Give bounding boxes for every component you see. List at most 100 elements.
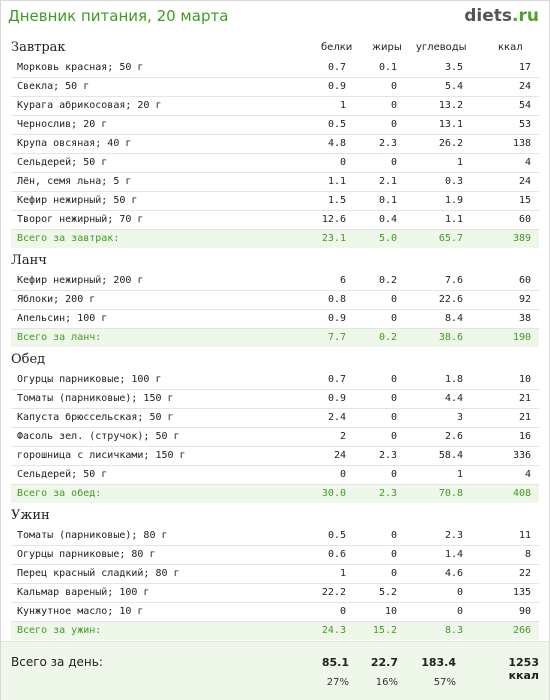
food-row[interactable]: Огурцы парниковые; 80 г 0.6 0 1.4 8 bbox=[11, 546, 539, 565]
fat-value: 0 bbox=[390, 294, 397, 305]
fat-value: 0.2 bbox=[378, 275, 397, 286]
protein-value: 0.8 bbox=[327, 294, 346, 305]
day-total-carbs: 183.4 bbox=[421, 656, 456, 669]
total-kcal: 190 bbox=[512, 332, 531, 343]
food-row[interactable]: Капуста брюссельская; 50 г 2.4 0 3 21 bbox=[11, 409, 539, 428]
fat-value: 0.4 bbox=[378, 214, 397, 225]
kcal-value: 16 bbox=[518, 431, 531, 442]
carbs-value: 0 bbox=[456, 606, 463, 617]
site-logo[interactable]: diets.ru bbox=[464, 6, 539, 26]
protein-value: 0.9 bbox=[327, 393, 346, 404]
food-row[interactable]: Чернослив; 20 г 0.5 0 13.1 53 bbox=[11, 116, 539, 135]
food-row[interactable]: Морковь красная; 50 г 0.7 0.1 3.5 17 bbox=[11, 59, 539, 78]
food-name: Курага абрикосовая; 20 г bbox=[17, 100, 162, 111]
food-row[interactable]: Кефир нежирный; 50 г 1.5 0.1 1.9 15 bbox=[11, 192, 539, 211]
food-name: Свекла; 50 г bbox=[17, 81, 90, 92]
column-header-kcal: ккал bbox=[498, 42, 523, 53]
section-total-label: Всего за обед: bbox=[17, 488, 102, 499]
protein-value: 0 bbox=[339, 157, 346, 168]
section-header: Обед bbox=[1, 347, 549, 371]
carbs-value: 1.4 bbox=[444, 549, 463, 560]
carbs-value: 22.6 bbox=[438, 294, 463, 305]
section-title: Обед bbox=[11, 352, 46, 367]
food-row[interactable]: Томаты (парниковые); 80 г 0.5 0 2.3 11 bbox=[11, 527, 539, 546]
food-row[interactable]: Лён, семя льна; 5 г 1.1 2.1 0.3 24 bbox=[11, 173, 539, 192]
carbs-value: 1.9 bbox=[444, 195, 463, 206]
fat-value: 0 bbox=[390, 313, 397, 324]
carbs-value: 2.3 bbox=[444, 530, 463, 541]
carbs-value: 5.4 bbox=[444, 81, 463, 92]
total-carbs: 8.3 bbox=[444, 625, 463, 636]
carbs-value: 4.4 bbox=[444, 393, 463, 404]
food-name: Томаты (парниковые); 150 г bbox=[17, 393, 174, 404]
fat-value: 10 bbox=[384, 606, 397, 617]
day-total: Всего за день: 85.1 22.7 183.4 1253 ккал… bbox=[1, 641, 549, 700]
carbs-value: 13.2 bbox=[438, 100, 463, 111]
food-row[interactable]: Томаты (парниковые); 150 г 0.9 0 4.4 21 bbox=[11, 390, 539, 409]
fat-value: 0 bbox=[390, 431, 397, 442]
kcal-value: 17 bbox=[518, 62, 531, 73]
food-row[interactable]: Сельдерей; 50 г 0 0 1 4 bbox=[11, 154, 539, 173]
day-total-protein: 85.1 bbox=[321, 656, 349, 669]
kcal-value: 92 bbox=[518, 294, 531, 305]
food-row[interactable]: Яблоки; 200 г 0.8 0 22.6 92 bbox=[11, 291, 539, 310]
food-row[interactable]: Свекла; 50 г 0.9 0 5.4 24 bbox=[11, 78, 539, 97]
food-row[interactable]: Сельдерей; 50 г 0 0 1 4 bbox=[11, 466, 539, 485]
total-kcal: 408 bbox=[512, 488, 531, 499]
meal-sections: Завтрак белки жиры углеводы ккал Морковь крас… bbox=[1, 35, 549, 640]
food-name: Яблоки; 200 г bbox=[17, 294, 96, 305]
protein-value: 0 bbox=[339, 606, 346, 617]
logo-main: diets bbox=[464, 6, 513, 26]
food-name: Крупа овсяная; 40 г bbox=[17, 138, 132, 149]
food-name: горошница с лисичками; 150 г bbox=[17, 450, 186, 461]
page-title: Дневник питания, 20 марта bbox=[8, 7, 229, 25]
section-header: Ланч bbox=[1, 248, 549, 272]
total-kcal: 389 bbox=[512, 233, 531, 244]
fat-value: 0 bbox=[390, 81, 397, 92]
carbs-value: 3 bbox=[456, 412, 463, 423]
food-name: Чернослив; 20 г bbox=[17, 119, 108, 130]
kcal-value: 54 bbox=[518, 100, 531, 111]
food-row[interactable]: Фасоль зел. (стручок); 50 г 2 0 2.6 16 bbox=[11, 428, 539, 447]
carbs-value: 1.8 bbox=[444, 374, 463, 385]
kcal-value: 4 bbox=[524, 469, 531, 480]
kcal-value: 4 bbox=[524, 157, 531, 168]
protein-value: 0.5 bbox=[327, 530, 346, 541]
food-row[interactable]: Кальмар вареный; 100 г 22.2 5.2 0 135 bbox=[11, 584, 539, 603]
protein-value: 12.6 bbox=[321, 214, 346, 225]
section-total-label: Всего за завтрак: bbox=[17, 233, 120, 244]
carbs-value: 26.2 bbox=[438, 138, 463, 149]
protein-value: 0 bbox=[339, 469, 346, 480]
food-row[interactable]: Перец красный сладкий; 80 г 1 0 4.6 22 bbox=[11, 565, 539, 584]
fat-value: 0.1 bbox=[378, 195, 397, 206]
fat-value: 2.1 bbox=[378, 176, 397, 187]
fat-value: 0 bbox=[390, 469, 397, 480]
section-header: Ужин bbox=[1, 503, 549, 527]
food-row[interactable]: Курага абрикосовая; 20 г 1 0 13.2 54 bbox=[11, 97, 539, 116]
protein-value: 1 bbox=[339, 100, 346, 111]
food-row[interactable]: Кунжутное масло; 10 г 0 10 0 90 bbox=[11, 603, 539, 622]
column-header-protein: белки bbox=[321, 42, 353, 53]
food-row[interactable]: Кефир нежирный; 200 г 6 0.2 7.6 60 bbox=[11, 272, 539, 291]
food-name: Кальмар вареный; 100 г bbox=[17, 587, 150, 598]
food-row[interactable]: Крупа овсяная; 40 г 4.8 2.3 26.2 138 bbox=[11, 135, 539, 154]
total-protein: 23.1 bbox=[321, 233, 346, 244]
section-total-row: Всего за ужин: 24.3 15.2 8.3 266 bbox=[11, 622, 539, 640]
food-row[interactable]: Творог нежирный; 70 г 12.6 0.4 1.1 60 bbox=[11, 211, 539, 230]
total-protein: 7.7 bbox=[327, 332, 346, 343]
total-kcal: 266 bbox=[512, 625, 531, 636]
total-fat: 2.3 bbox=[378, 488, 397, 499]
protein-value: 4.8 bbox=[327, 138, 346, 149]
food-row[interactable]: горошница с лисичками; 150 г 24 2.3 58.4 336 bbox=[11, 447, 539, 466]
protein-value: 0.6 bbox=[327, 549, 346, 560]
protein-value: 1.1 bbox=[327, 176, 346, 187]
food-row[interactable]: Огурцы парниковые; 100 г 0.7 0 1.8 10 bbox=[11, 371, 539, 390]
food-row[interactable]: Апельсин; 100 г 0.9 0 8.4 38 bbox=[11, 310, 539, 329]
section-header: Завтрак белки жиры углеводы ккал bbox=[1, 35, 549, 59]
food-name: Капуста брюссельская; 50 г bbox=[17, 412, 174, 423]
kcal-value: 24 bbox=[518, 81, 531, 92]
food-name: Огурцы парниковые; 100 г bbox=[17, 374, 162, 385]
section-total-row: Всего за ланч: 7.7 0.2 38.6 190 bbox=[11, 329, 539, 347]
total-protein: 24.3 bbox=[321, 625, 346, 636]
protein-value: 0.7 bbox=[327, 374, 346, 385]
